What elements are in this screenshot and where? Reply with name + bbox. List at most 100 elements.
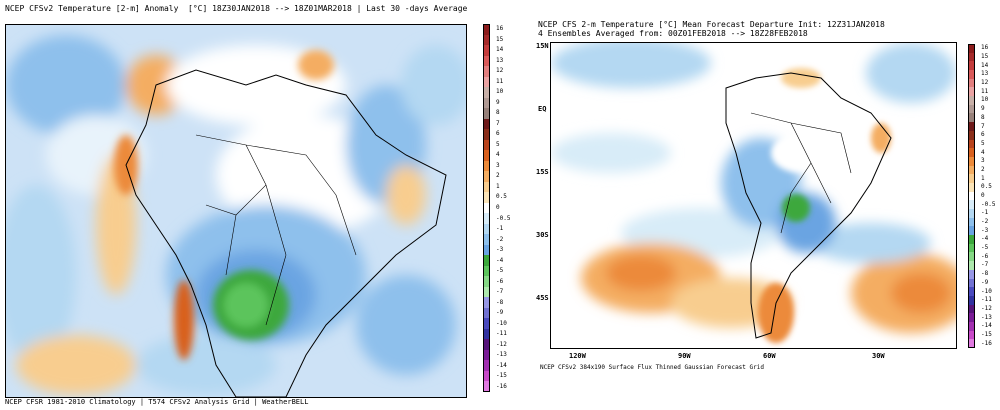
colorbar-swatch [483, 381, 490, 392]
colorbar-label: 1 [981, 174, 985, 182]
colorbar-label: 4 [981, 148, 985, 156]
colorbar-label: 6 [496, 130, 500, 138]
colorbar-label: -10 [981, 287, 992, 295]
colorbar-label: 0.5 [981, 183, 992, 191]
colorbar-label: 0 [981, 192, 985, 199]
colorbar-swatch [968, 304, 975, 314]
left-panel-title: NCEP CFSv2 Temperature [2-m] Anomaly [°C… [5, 4, 468, 13]
colorbar-swatch [968, 52, 975, 62]
colorbar-swatch [483, 139, 490, 151]
colorbar-label: 16 [981, 44, 989, 52]
colorbar-swatch [483, 360, 490, 371]
right-colorbar: 16 15 14 13 12 11 10 9 8 7 6 5 4 3 2 1 0.5 0 -0.5 -1 -2 -3 -4-… [968, 44, 998, 350]
colorbar-label: -11 [496, 330, 507, 338]
colorbar-label: -12 [496, 340, 507, 348]
colorbar-label: -13 [496, 351, 507, 359]
colorbar-swatch [968, 217, 975, 227]
colorbar-label: 3 [981, 157, 985, 165]
colorbar-swatch [968, 287, 975, 296]
left-panel-footer: NCEP CFSR 1981-2010 Climatology | T574 C… [5, 398, 309, 406]
colorbar-label: 12 [981, 79, 989, 87]
colorbar-swatch [483, 223, 490, 235]
colorbar-swatch [483, 76, 490, 88]
colorbar-label: -11 [981, 296, 992, 304]
right-panel-title-line2: 4 Ensembles Averaged from: 00Z01FEB2018 … [538, 29, 808, 38]
colorbar-swatch [968, 130, 975, 140]
colorbar-swatch [483, 181, 490, 193]
colorbar-label: 7 [981, 122, 985, 130]
left-map-canvas [6, 25, 466, 397]
lat-label-45s: 45S [536, 294, 549, 302]
colorbar-swatch [483, 171, 490, 182]
colorbar-swatch [483, 118, 490, 130]
lon-label-30w: 30W [872, 352, 885, 360]
colorbar-label: 14 [496, 46, 504, 54]
lat-label-eq: EQ [538, 105, 547, 113]
colorbar-label: -9 [496, 309, 504, 317]
colorbar-label: 8 [981, 113, 985, 121]
colorbar-swatch [483, 286, 490, 298]
colorbar-label: -2 [496, 235, 504, 243]
colorbar-swatch [483, 108, 490, 119]
colorbar-swatch [483, 34, 490, 45]
colorbar-swatch [968, 70, 975, 79]
colorbar-label: -4 [981, 235, 989, 243]
colorbar-swatch [968, 96, 975, 105]
right-forecast-map [550, 42, 957, 349]
colorbar-swatch [968, 200, 975, 209]
colorbar-label: -8 [981, 270, 989, 278]
right-anomaly-field [551, 43, 956, 333]
colorbar-swatch [968, 113, 975, 123]
colorbar-label: 6 [981, 131, 985, 139]
colorbar-label: 15 [981, 53, 989, 61]
colorbar-swatch [483, 192, 490, 203]
colorbar-swatch [483, 339, 490, 350]
colorbar-label: -13 [981, 313, 992, 321]
colorbar-swatch [483, 87, 490, 98]
colorbar-swatch [968, 243, 975, 253]
colorbar-swatch [483, 150, 490, 161]
colorbar-label: -6 [981, 252, 989, 260]
colorbar-swatch [968, 321, 975, 331]
lon-label-60w: 60W [763, 352, 776, 360]
right-panel-title-line1: NCEP CFS 2-m Temperature [°C] Mean Forec… [538, 20, 885, 29]
colorbar-label: 1 [496, 182, 500, 190]
left-anomaly-map [5, 24, 467, 398]
colorbar-swatch [968, 269, 975, 279]
left-colorbar: 16 15 14 13 12 11 10 9 8 7 6 5 4 3 2 1 0.5 0 -0.5 -1 -2 -3 -4 -… [483, 24, 513, 394]
colorbar-swatch [483, 202, 490, 214]
colorbar-swatch [968, 252, 975, 262]
colorbar-label: -5 [981, 244, 989, 252]
colorbar-swatch [968, 330, 975, 340]
colorbar-swatch [968, 261, 975, 270]
lat-label-15s: 15S [536, 168, 549, 176]
colorbar-label: 10 [496, 88, 504, 96]
colorbar-label: 15 [496, 35, 504, 43]
colorbar-label: -5 [496, 267, 504, 275]
colorbar-label: 13 [981, 70, 989, 78]
colorbar-label: 11 [981, 87, 989, 95]
colorbar-label: -15 [981, 330, 992, 338]
colorbar-swatch [968, 295, 975, 305]
colorbar-label: -8 [496, 298, 504, 306]
colorbar-label: -16 [496, 382, 507, 390]
colorbar-label: 14 [981, 61, 989, 69]
colorbar-label: 5 [496, 140, 500, 148]
colorbar-label: -1 [496, 225, 504, 233]
colorbar-label: -14 [981, 322, 992, 330]
colorbar-label: 13 [496, 56, 504, 64]
colorbar-swatch [483, 307, 490, 319]
colorbar-swatch [483, 265, 490, 277]
colorbar-swatch [483, 244, 490, 256]
lat-label-15n: 15N [536, 42, 549, 50]
colorbar-swatch [968, 174, 975, 183]
colorbar-label: 4 [496, 151, 500, 159]
colorbar-label: 9 [496, 98, 500, 106]
colorbar-swatch [483, 370, 490, 382]
colorbar-swatch [968, 226, 975, 236]
colorbar-label: 11 [496, 77, 504, 85]
colorbar-label: 7 [496, 119, 500, 127]
colorbar-swatch [968, 278, 975, 288]
colorbar-swatch [483, 297, 490, 308]
colorbar-label: -3 [981, 226, 989, 234]
